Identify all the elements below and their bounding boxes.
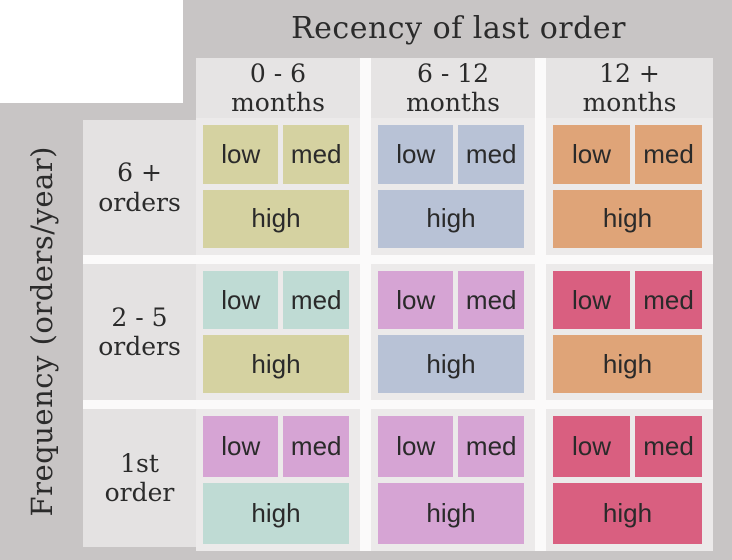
row-divider bbox=[83, 400, 713, 409]
segment-high: high bbox=[378, 189, 524, 248]
segment-label: low bbox=[221, 284, 261, 315]
cell-1st-0-6: low med high bbox=[196, 409, 360, 551]
row-label-line1: 2 - 5 bbox=[111, 302, 168, 332]
row-label-line2: order bbox=[104, 478, 175, 507]
segment-low: low bbox=[378, 125, 454, 184]
row-label-line2: orders bbox=[98, 332, 181, 361]
column-header-line2: months bbox=[406, 88, 500, 117]
segment-low: low bbox=[553, 416, 631, 477]
segment-label: low bbox=[572, 431, 612, 461]
segment-high: high bbox=[203, 189, 349, 248]
segment-med: med bbox=[635, 125, 702, 184]
cell-top-row: low med bbox=[553, 125, 702, 184]
column-header-line1: 12 + bbox=[599, 58, 660, 88]
segment-low: low bbox=[378, 416, 454, 477]
cell-6plus-6-12: low med high bbox=[371, 118, 535, 255]
segment-label: high bbox=[426, 348, 476, 379]
segment-label: high bbox=[602, 203, 653, 234]
segment-label: high bbox=[602, 498, 653, 528]
segment-med: med bbox=[283, 125, 349, 184]
row-label-1st-order: 1st order bbox=[83, 409, 196, 547]
cell-top-row: low med bbox=[203, 125, 349, 184]
cell-top-row: low med bbox=[378, 125, 524, 184]
cell-2-5-0-6: low med high bbox=[196, 264, 360, 400]
cell-top-row: low med bbox=[553, 271, 702, 329]
column-header-line1: 0 - 6 bbox=[249, 58, 307, 88]
segment-med: med bbox=[635, 416, 702, 477]
segment-low: low bbox=[553, 125, 631, 184]
segment-label: low bbox=[396, 431, 436, 461]
cell-2-5-12plus: low med high bbox=[546, 264, 713, 400]
segment-med: med bbox=[458, 416, 524, 477]
cell-6plus-0-6: low med high bbox=[196, 118, 360, 255]
cell-top-row: low med bbox=[378, 271, 524, 329]
segment-med: med bbox=[283, 271, 349, 329]
segment-low: low bbox=[203, 416, 279, 477]
cell-top-row: low med bbox=[203, 416, 349, 477]
segment-high: high bbox=[553, 189, 702, 248]
corner-spacer bbox=[0, 0, 183, 103]
cell-top-row: low med bbox=[553, 416, 702, 477]
segment-label: high bbox=[426, 498, 476, 528]
segment-label: low bbox=[396, 284, 436, 315]
column-header-0-6-months: 0 - 6 months bbox=[196, 58, 360, 118]
segment-label: med bbox=[643, 138, 694, 169]
segment-label: med bbox=[290, 431, 342, 461]
segment-label: med bbox=[465, 431, 517, 461]
row-label-line2: orders bbox=[98, 187, 181, 217]
column-divider bbox=[535, 58, 546, 551]
segment-high: high bbox=[203, 483, 349, 544]
row-label-2-5-orders: 2 - 5 orders bbox=[83, 264, 196, 400]
column-header-6-12-months: 6 - 12 months bbox=[371, 58, 535, 118]
segment-low: low bbox=[378, 271, 454, 329]
segment-label: med bbox=[290, 284, 342, 315]
segment-med: med bbox=[635, 271, 702, 329]
segment-label: low bbox=[221, 431, 261, 461]
segment-label: high bbox=[251, 348, 301, 379]
segment-high: high bbox=[378, 335, 524, 393]
segment-high: high bbox=[553, 483, 702, 544]
segment-high: high bbox=[203, 335, 349, 393]
segment-label: med bbox=[465, 138, 517, 169]
segment-label: high bbox=[251, 498, 301, 528]
frequency-axis-title: Frequency (orders/year) bbox=[24, 146, 59, 517]
segment-label: high bbox=[602, 348, 653, 379]
cell-top-row: low med bbox=[203, 271, 349, 329]
segment-med: med bbox=[458, 271, 524, 329]
segment-label: high bbox=[251, 203, 301, 234]
row-label-line1: 6 + bbox=[117, 158, 162, 188]
column-divider bbox=[360, 58, 371, 551]
segment-high: high bbox=[553, 335, 702, 393]
segment-label: med bbox=[465, 284, 517, 315]
segment-label: med bbox=[643, 431, 694, 461]
column-header-line2: months bbox=[231, 88, 325, 117]
recency-axis-title: Recency of last order bbox=[291, 11, 626, 46]
segment-low: low bbox=[203, 271, 279, 329]
segment-low: low bbox=[553, 271, 631, 329]
segment-label: low bbox=[572, 284, 612, 315]
cell-6plus-12plus: low med high bbox=[546, 118, 713, 255]
segment-label: low bbox=[572, 138, 612, 169]
row-label-6-plus-orders: 6 + orders bbox=[83, 120, 196, 255]
segment-med: med bbox=[283, 416, 349, 477]
segment-high: high bbox=[378, 483, 524, 544]
cell-1st-12plus: low med high bbox=[546, 409, 713, 551]
segment-label: low bbox=[396, 138, 436, 169]
column-header-12-plus-months: 12 + months bbox=[546, 58, 713, 118]
cell-top-row: low med bbox=[378, 416, 524, 477]
segment-low: low bbox=[203, 125, 279, 184]
row-divider bbox=[83, 255, 713, 264]
row-label-line1: 1st bbox=[120, 448, 159, 478]
segment-label: med bbox=[643, 284, 694, 315]
segment-label: low bbox=[221, 138, 261, 169]
column-header-line1: 6 - 12 bbox=[416, 58, 490, 88]
segment-label: med bbox=[290, 138, 342, 169]
cell-2-5-6-12: low med high bbox=[371, 264, 535, 400]
frequency-axis-area: Frequency (orders/year) bbox=[0, 103, 83, 560]
cell-1st-6-12: low med high bbox=[371, 409, 535, 551]
segment-label: high bbox=[426, 203, 476, 234]
segment-med: med bbox=[458, 125, 524, 184]
column-header-line2: months bbox=[582, 88, 677, 117]
